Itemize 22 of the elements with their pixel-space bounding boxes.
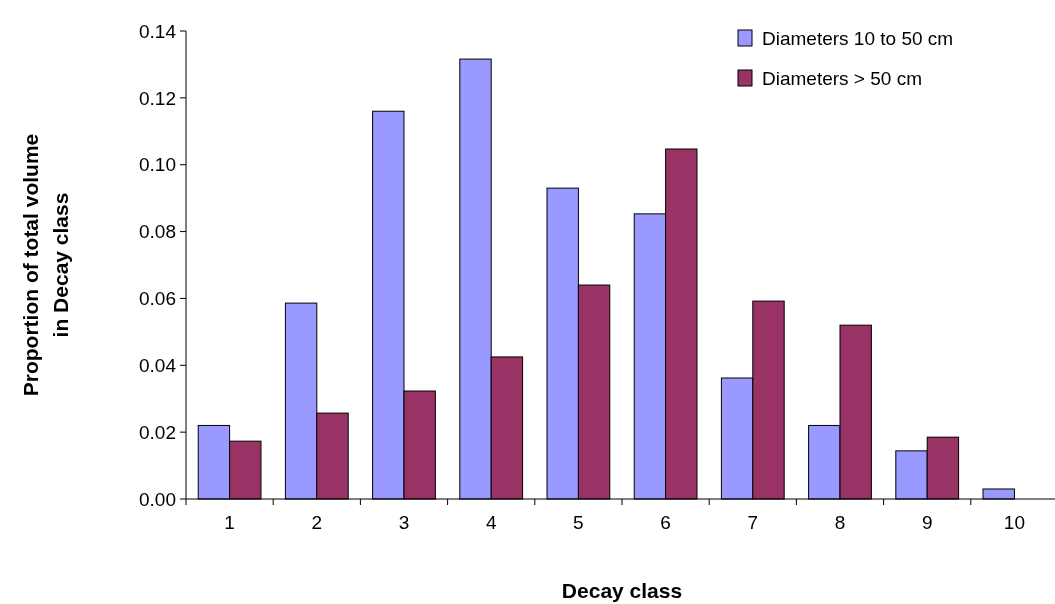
x-tick-label: 7 [747,512,759,533]
x-tick-label: 8 [834,512,846,533]
y-tick-label: 0.02 [139,421,176,443]
y-axis-title: Proportion of total volume in Decay class [19,133,72,397]
x-tick-label: 2 [311,512,323,533]
x-tick-label: 10 [1003,512,1025,533]
y-tick-label: 0.12 [139,87,176,109]
y-tick-label: 0.00 [139,488,176,510]
x-tick-label: 4 [485,512,497,533]
y-tick-label: 0.06 [139,288,176,310]
legend-label: Diameters > 50 cm [762,67,922,89]
x-tick-label: 3 [398,512,410,533]
y-tick-label: 0.04 [139,354,177,376]
x-tick-label: 5 [573,512,584,533]
y-tick-label: 0.08 [139,221,176,243]
y-tick-label: 0.14 [139,20,177,42]
x-tick-label: 1 [224,512,235,533]
x-tick-label: 9 [921,512,933,533]
x-tick-label: 6 [660,512,671,533]
legend-label: Diameters 10 to 50 cm [762,27,954,49]
y-tick-label: 0.10 [139,154,176,176]
x-axis-title: Decay class [561,579,683,602]
